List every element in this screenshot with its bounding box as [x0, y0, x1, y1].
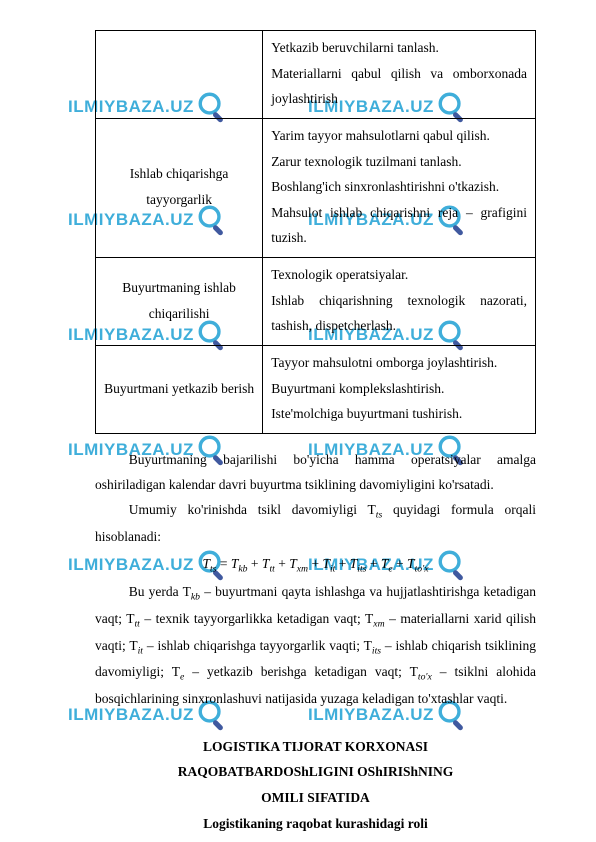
table-cell-left: Ishlab chiqarishga tayyorgarlik	[96, 118, 263, 257]
table-cell-left: Buyurtmani yetkazib berish	[96, 346, 263, 434]
table-cell-right: Yetkazib beruvchilarni tanlash.Materiall…	[263, 31, 536, 119]
table-cell-right: Texnologik operatsiyalar.Ishlab chiqaris…	[263, 258, 536, 346]
heading-line-2: RAQOBATBARDOShLIGINI OShIRIShNING	[95, 759, 536, 785]
table-cell-left: Buyurtmaning ishlab chiqarilishi	[96, 258, 263, 346]
table-row: Buyurtmani yetkazib berishTayyor mahsulo…	[96, 346, 536, 434]
heading-line-4: Logistikaning raqobat kurashidagi roli	[95, 811, 536, 837]
table-row: Yetkazib beruvchilarni tanlash.Materiall…	[96, 31, 536, 119]
document-content: Yetkazib beruvchilarni tanlash.Materiall…	[95, 30, 536, 836]
table-cell-left	[96, 31, 263, 119]
process-table: Yetkazib beruvchilarni tanlash.Materiall…	[95, 30, 536, 434]
heading-line-1: LOGISTIKA TIJORAT KORXONASI	[95, 734, 536, 760]
heading-line-3: OMILI SIFATIDA	[95, 785, 536, 811]
table-cell-right: Tayyor mahsulotni omborga joylashtirish.…	[263, 346, 536, 434]
table-row: Buyurtmaning ishlab chiqarilishiTexnolog…	[96, 258, 536, 346]
paragraph-formula-intro: Umumiy ko'rinishda tsikl davomiyligi Tts…	[95, 498, 536, 550]
paragraph-intro: Buyurtmaning bajarilishi bo'yicha hamma …	[95, 448, 536, 498]
paragraph-variables: Bu yerda Tkb – buyurtmani qayta ishlashg…	[95, 580, 536, 712]
formula-intro-pre: Umumiy ko'rinishda tsikl davomiyligi T	[129, 502, 376, 517]
table-row: Ishlab chiqarishga tayyorgarlikYarim tay…	[96, 118, 536, 257]
table-cell-right: Yarim tayyor mahsulotlarni qabul qilish.…	[263, 118, 536, 257]
formula: Tts = Tkb + Ttt + Txm + Tit + Tits + Te …	[95, 556, 536, 575]
